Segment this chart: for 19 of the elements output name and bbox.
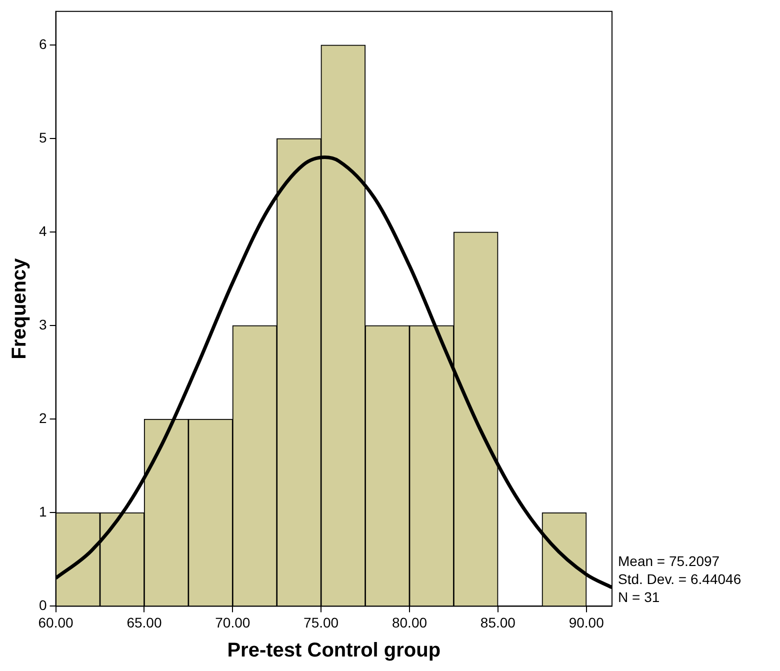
y-tick-label: 4 (38, 222, 47, 239)
y-tick-label: 3 (38, 316, 47, 332)
text: Std. Dev. = 6.44046 (618, 571, 742, 588)
x-tick-label: 60.00 (38, 614, 74, 630)
y-tick-label: 1 (38, 504, 47, 520)
y-tick-label: 5 (38, 129, 47, 146)
y-axis-title: Frequency (8, 257, 31, 360)
x-tick-label: 85.00 (480, 614, 516, 630)
text: Mean = 75.2097 (618, 553, 720, 570)
x-tick-label: 80.00 (392, 614, 428, 630)
y-tick-label: 0 (38, 597, 47, 614)
text: N = 31 (618, 589, 660, 606)
x-tick-label: 70.00 (215, 614, 250, 630)
x-tick-label: 90.00 (568, 614, 604, 630)
y-tick-label: 2 (38, 410, 47, 426)
x-tick-label: 75.00 (304, 614, 339, 630)
x-axis-title: Pre-test Control group (227, 640, 441, 662)
x-tick-label: 65.00 (126, 614, 162, 630)
y-tick-label: 6 (38, 36, 47, 52)
